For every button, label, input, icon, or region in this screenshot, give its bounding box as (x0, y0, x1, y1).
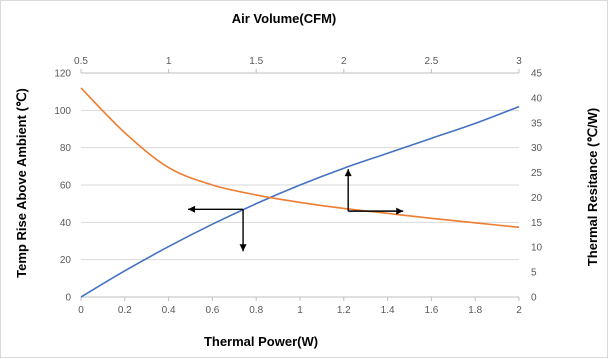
left-tick-label: 40 (60, 218, 72, 229)
left-axis-title: Temp Rise Above Ambient (℃) (14, 88, 29, 278)
top-axis-title: Air Volume(CFM) (232, 11, 336, 26)
bottom-tick-label: 1.4 (381, 305, 395, 316)
right-tick-label: 5 (531, 268, 537, 279)
thermal-resistance-line (80, 87, 520, 229)
top-tick-label: 3 (516, 56, 522, 67)
tick-labels: 0 0.2 0.4 0.6 0.8 1 1.2 1.4 1.6 1.8 20.5 1 1.5 2 2.5 30… (54, 56, 542, 316)
right-tick-label: 0 (531, 293, 537, 304)
bottom-tick-label: 0.6 (205, 305, 219, 316)
series-lines (80, 87, 520, 298)
top-tick-label: 2.5 (424, 56, 438, 67)
annotation-arrow-head (396, 207, 404, 215)
right-axis-title: Thermal Resitance (℃/W) (585, 108, 600, 266)
bottom-axis-title: Thermal Power(W) (204, 334, 318, 349)
temp-rise-line (80, 105, 520, 298)
right-tick-label: 35 (531, 118, 543, 129)
right-tick-label: 40 (531, 93, 543, 104)
top-tick-label: 1.5 (249, 56, 263, 67)
axes (80, 69, 520, 301)
bottom-tick-label: 0 (78, 305, 84, 316)
left-tick-label: 20 (60, 255, 72, 266)
annotation-arrow-head (239, 244, 247, 252)
top-tick-label: 0.5 (74, 56, 88, 67)
left-tick-label: 0 (65, 293, 71, 304)
right-tick-label: 15 (531, 218, 543, 229)
top-tick-label: 1 (166, 56, 172, 67)
bottom-tick-label: 0.8 (249, 305, 263, 316)
bottom-tick-label: 0.4 (162, 305, 176, 316)
left-tick-label: 100 (54, 106, 71, 117)
left-tick-label: 60 (60, 181, 72, 192)
right-tick-label: 45 (531, 69, 543, 80)
top-tick-label: 2 (341, 56, 347, 67)
right-tick-label: 10 (531, 243, 543, 254)
bottom-tick-label: 1.2 (337, 305, 351, 316)
bottom-tick-label: 0.2 (118, 305, 132, 316)
left-tick-label: 120 (54, 69, 71, 80)
annotation-arrow-head (188, 205, 196, 213)
bottom-tick-label: 1.6 (424, 305, 438, 316)
annotation-arrows (188, 169, 404, 252)
left-tick-label: 80 (60, 143, 72, 154)
annotation-arrow-head (344, 169, 352, 177)
right-tick-label: 25 (531, 168, 543, 179)
bottom-tick-label: 1.8 (468, 305, 482, 316)
right-tick-label: 30 (531, 143, 543, 154)
bottom-tick-label: 2 (516, 305, 522, 316)
right-tick-label: 20 (531, 193, 543, 204)
bottom-tick-label: 1 (297, 305, 303, 316)
